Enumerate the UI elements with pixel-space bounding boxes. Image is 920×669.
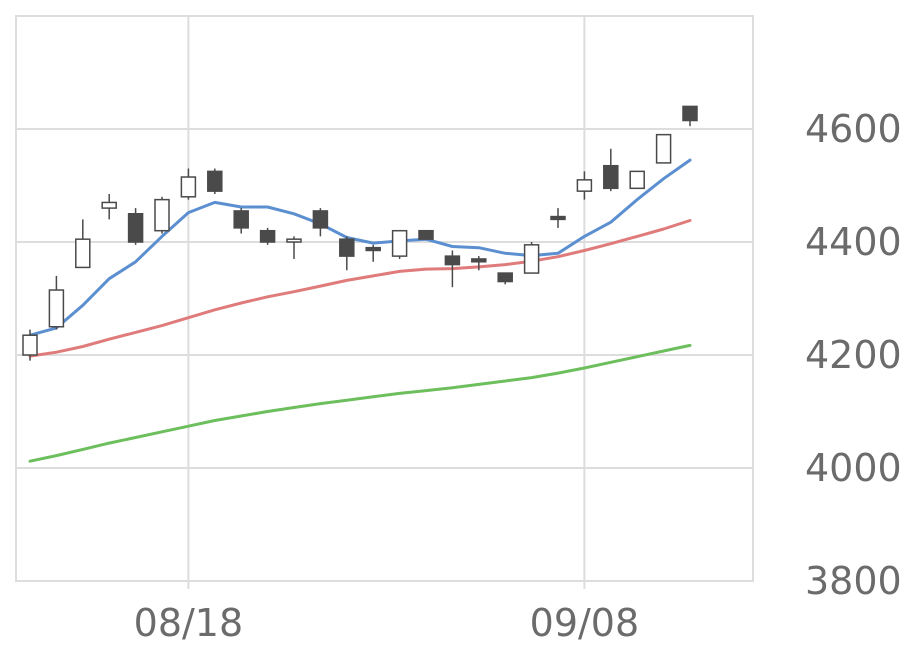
candle — [444, 250, 461, 288]
candle — [75, 219, 91, 269]
candle-body-up — [286, 238, 302, 243]
x-tick-label: 08/18 — [134, 601, 244, 645]
candle — [259, 227, 276, 245]
candle — [233, 208, 249, 234]
candle-body-up — [523, 244, 540, 274]
ma-long-line — [28, 343, 692, 463]
candle-body-down — [682, 105, 698, 122]
candle-body-up — [75, 238, 91, 269]
candle-body-up — [576, 179, 593, 192]
moving-averages — [28, 158, 692, 463]
plot-frame — [15, 15, 754, 582]
candles — [22, 105, 698, 361]
candle — [391, 229, 408, 259]
candle — [629, 170, 645, 190]
candle — [339, 236, 355, 271]
candle-body-down — [497, 272, 513, 283]
candle — [523, 242, 540, 274]
y-tick-label: 4200 — [805, 333, 902, 377]
y-tick-label: 4600 — [805, 107, 902, 151]
candle-body-down — [365, 246, 381, 252]
candle — [22, 329, 38, 361]
candle-body-down — [444, 255, 461, 266]
y-axis-ticks: 3800 4000 4200 4400 4600 — [805, 107, 902, 603]
candle-body-up — [391, 229, 408, 257]
candle — [180, 168, 197, 200]
candle-body-down — [418, 229, 434, 240]
y-tick-label: 4000 — [805, 446, 902, 490]
candle — [418, 229, 434, 240]
candle — [365, 244, 381, 262]
y-tick-label: 4400 — [805, 220, 902, 264]
grid — [16, 16, 753, 581]
candle — [682, 105, 698, 127]
candle-body-up — [22, 334, 38, 356]
x-axis-ticks: 08/18 09/08 — [134, 581, 640, 645]
candle — [497, 272, 513, 285]
candle-body-up — [48, 289, 65, 328]
candle-body-down — [339, 238, 355, 257]
candle-body-up — [180, 176, 197, 198]
candle — [154, 196, 170, 234]
x-tick-label: 09/08 — [530, 601, 640, 645]
candle-body-up — [655, 133, 672, 164]
candle-body-down — [312, 210, 329, 229]
candle-body-down — [127, 213, 144, 243]
candle — [207, 168, 223, 194]
candle-body-down — [603, 164, 619, 190]
candle — [48, 275, 65, 330]
candle — [101, 193, 117, 220]
candle — [603, 148, 619, 192]
candle — [655, 133, 672, 164]
ma-medium-line — [28, 219, 692, 358]
ma-short-line — [28, 158, 692, 337]
candle — [576, 171, 593, 200]
candle-body-up — [101, 201, 117, 209]
candle-body-down — [233, 210, 249, 229]
y-tick-label: 3800 — [805, 559, 902, 603]
candle-body-down — [550, 215, 566, 221]
candle — [312, 208, 329, 237]
candle-body-up — [154, 198, 170, 232]
candle — [550, 208, 566, 228]
candle — [471, 256, 487, 271]
candle-body-up — [629, 170, 645, 190]
candle — [127, 208, 144, 245]
candle-body-down — [259, 229, 276, 243]
candle-body-down — [471, 258, 487, 263]
candle — [286, 236, 302, 259]
candle-body-down — [207, 170, 223, 192]
